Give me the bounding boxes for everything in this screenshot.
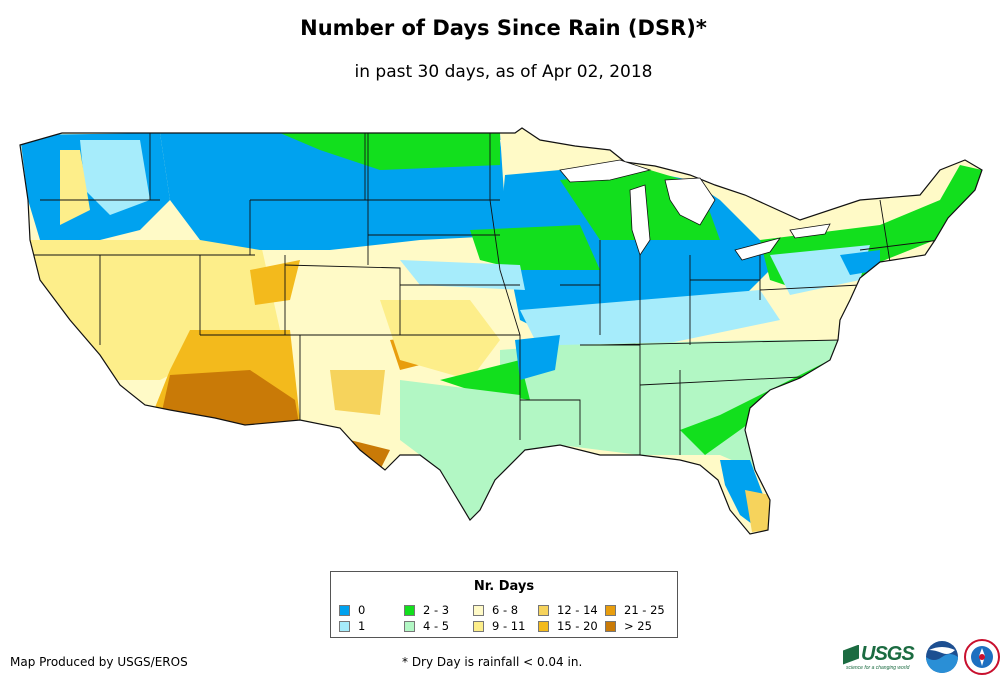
map-title: Number of Days Since Rain (DSR)*	[300, 16, 707, 40]
legend-swatch	[404, 604, 415, 616]
legend-label: 9 - 11	[492, 619, 526, 633]
map-legend: Nr. Days 0 1 2 - 3 4 - 5 6 - 8 9 - 11 12…	[330, 571, 678, 638]
legend-item-4: 6 - 8	[473, 603, 518, 617]
legend-item-1: 1	[339, 619, 365, 633]
legend-item-3: 4 - 5	[404, 619, 449, 633]
legend-title: Nr. Days	[473, 579, 535, 594]
legend-label: 2 - 3	[423, 603, 450, 617]
legend-swatch	[473, 604, 484, 616]
legend-swatch	[473, 620, 484, 632]
map-credit: Map Produced by USGS/EROS	[10, 655, 188, 669]
legend-item-0: 0	[339, 603, 365, 617]
legend-label: 12 - 14	[557, 603, 598, 617]
usgs-logo-text: USGS	[861, 643, 915, 665]
legend-swatch	[538, 620, 549, 632]
legend-label: 15 - 20	[557, 619, 598, 633]
legend-label: 6 - 8	[492, 603, 519, 617]
legend-item-8: 21 - 25	[605, 603, 665, 617]
usgs-logo: USGS	[843, 643, 915, 666]
legend-item-5: 9 - 11	[473, 619, 525, 633]
legend-item-9: > 25	[605, 619, 652, 633]
legend-label: 1	[358, 619, 366, 633]
legend-swatch	[605, 604, 616, 616]
nws-logo-icon	[964, 639, 1000, 675]
legend-swatch	[538, 604, 549, 616]
usgs-wave-icon	[843, 644, 859, 665]
dry-day-footnote: * Dry Day is rainfall < 0.04 in.	[402, 655, 583, 669]
legend-swatch	[404, 620, 415, 632]
legend-swatch	[339, 604, 350, 616]
legend-label: 4 - 5	[423, 619, 450, 633]
us-dsr-map	[19, 127, 983, 535]
map-subtitle: in past 30 days, as of Apr 02, 2018	[354, 62, 653, 82]
legend-item-6: 12 - 14	[538, 603, 598, 617]
usgs-tagline: science for a changing world	[846, 665, 910, 671]
legend-item-2: 2 - 3	[404, 603, 449, 617]
legend-swatch	[339, 620, 350, 632]
legend-label: 21 - 25	[624, 603, 665, 617]
legend-swatch	[605, 620, 616, 632]
legend-item-7: 15 - 20	[538, 619, 598, 633]
legend-label: > 25	[624, 619, 652, 633]
noaa-logo-icon	[926, 641, 958, 673]
legend-label: 0	[358, 603, 366, 617]
